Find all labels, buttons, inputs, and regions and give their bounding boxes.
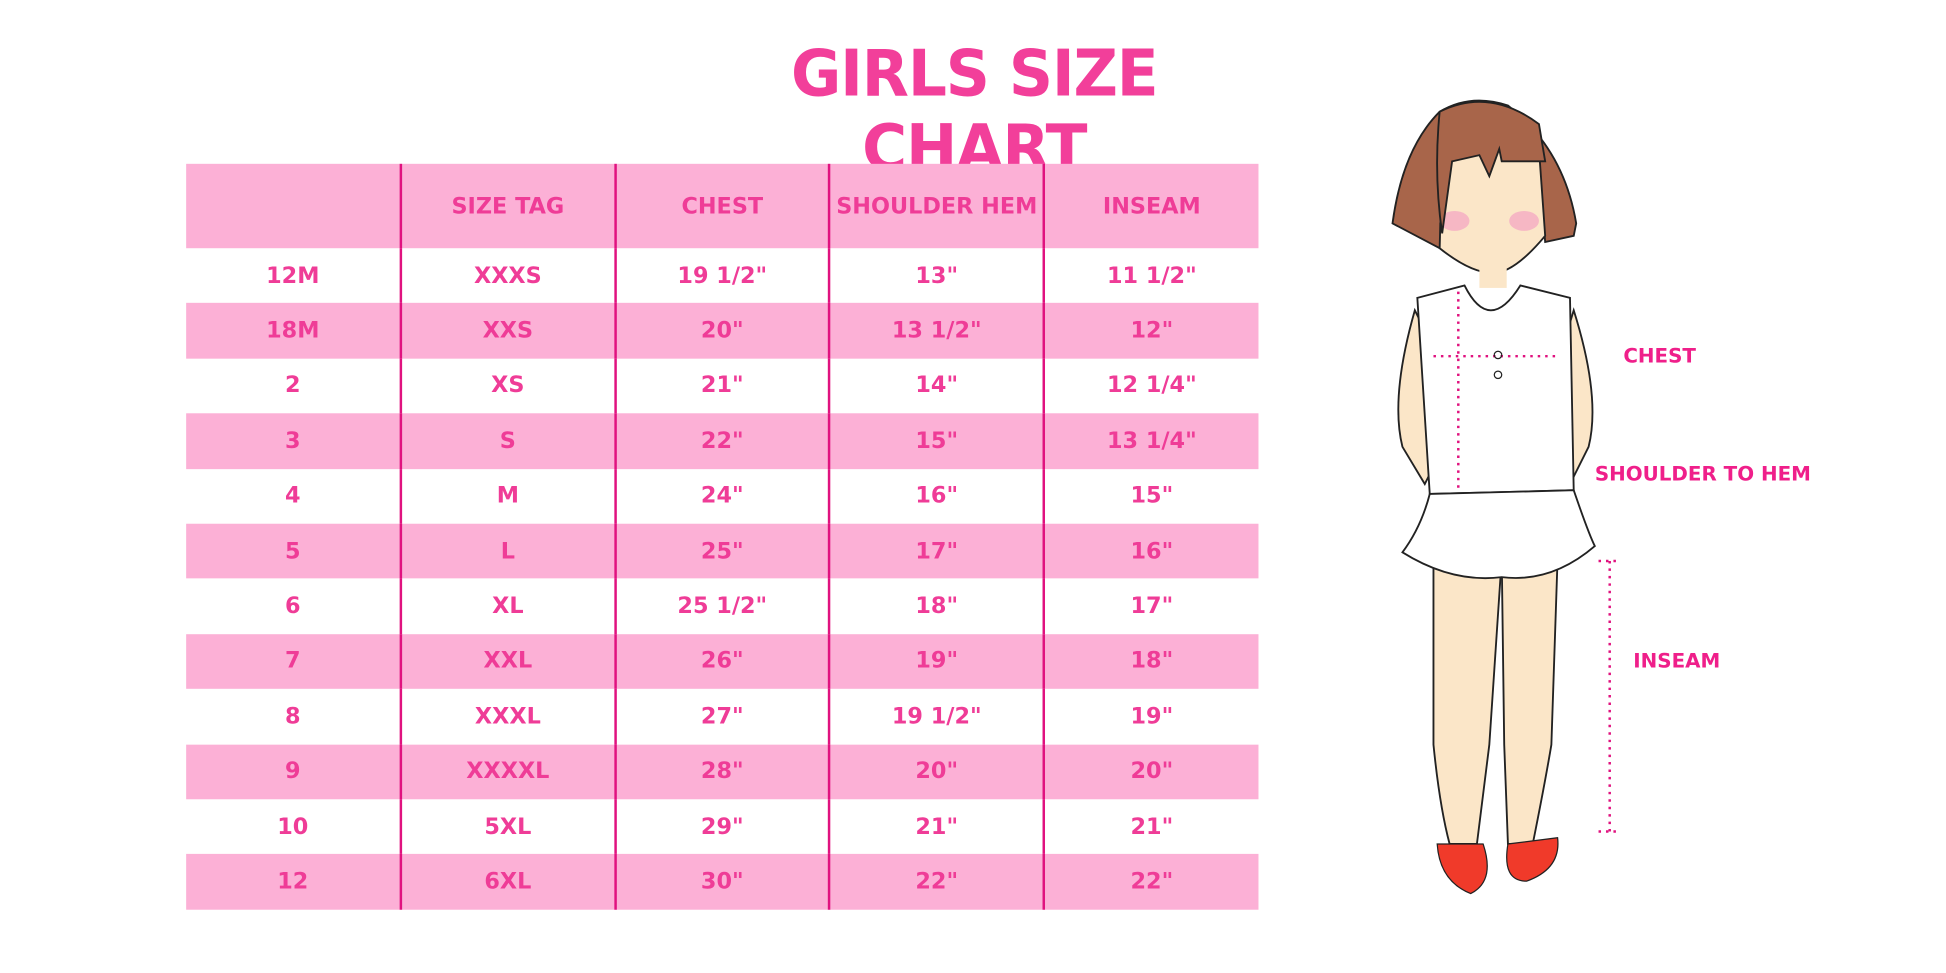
table-cell: XXXXL xyxy=(399,744,616,800)
table-cell: 15" xyxy=(1042,468,1259,524)
table-cell: XL xyxy=(399,578,616,634)
table-cell: 19 1/2" xyxy=(613,248,830,304)
table-cell: M xyxy=(399,468,616,524)
table-cell: 12M xyxy=(266,262,320,289)
table-cell: XS xyxy=(399,358,616,414)
table-row: 10 5XL 29" 21" 21" xyxy=(186,799,1259,855)
table-cell: 24" xyxy=(613,468,830,524)
table-cell: 17" xyxy=(828,523,1044,579)
table-header: SIZE TAG CHEST SHOULDER HEM INSEAM xyxy=(186,163,1259,249)
table-cell: 3 xyxy=(186,413,401,469)
page-title: GIRLS SIZE CHART xyxy=(791,37,1159,187)
table-cell: S xyxy=(399,413,616,469)
table-cell: 2 xyxy=(284,372,301,399)
table-cell: 14" xyxy=(828,358,1044,414)
table-cell: XXS xyxy=(399,303,616,359)
table-cell: 18M xyxy=(186,303,401,359)
table-cell: 6XL xyxy=(399,854,616,910)
table-row: 2 XS 21" 14" 12 1/4" xyxy=(186,358,1259,414)
shoulder-to-hem-label: SHOULDER TO HEM xyxy=(1594,461,1811,486)
table-cell: 28" xyxy=(613,744,830,800)
table-cell: 19 1/2" xyxy=(828,688,1044,745)
table-cell: 22" xyxy=(613,413,830,469)
table-row: 12 6XL 30" 22" 22" xyxy=(186,854,1259,910)
table-row: 8 XXXL 27" 19 1/2" 19" xyxy=(186,688,1259,745)
table-cell: 20" xyxy=(1042,744,1259,800)
table-row: 18M XXS 20" 13 1/2" 12" xyxy=(186,303,1259,359)
table-cell: XXL xyxy=(399,633,616,689)
table-cell: 12 xyxy=(186,854,401,910)
table-cell: 25" xyxy=(613,523,830,579)
table-cell: 16" xyxy=(1042,523,1259,579)
table-cell: 20" xyxy=(613,303,830,359)
table-cell: 11 1/2" xyxy=(1042,248,1259,304)
inseam-label: INSEAM xyxy=(1633,649,1721,673)
table-cell: 4 xyxy=(284,483,301,510)
column-header xyxy=(186,163,401,249)
table-cell: 12" xyxy=(1042,303,1259,359)
table-cell: 29" xyxy=(613,799,830,855)
table-cell: 9 xyxy=(186,744,401,800)
table-cell: 30" xyxy=(613,854,830,910)
table-cell: 6 xyxy=(284,593,301,620)
table-cell: 22" xyxy=(1042,854,1259,910)
table-row: 7 XXL 26" 19" 18" xyxy=(186,633,1259,689)
girl-illustration xyxy=(1391,99,1620,895)
table-row: 3 S 22" 15" 13 1/4" xyxy=(186,413,1259,469)
table-row: 6 XL 25 1/2" 18" 17" xyxy=(186,578,1259,634)
table-cell: 5XL xyxy=(399,799,616,855)
table-cell: 13 1/4" xyxy=(1042,413,1259,469)
table-cell: 10 xyxy=(277,813,309,840)
table-cell: 7 xyxy=(186,633,401,689)
table-cell: 21" xyxy=(1042,799,1259,855)
table-cell: 27" xyxy=(613,688,830,745)
table-cell: 26" xyxy=(613,633,830,689)
table-cell: 15" xyxy=(828,413,1044,469)
table-cell: 13 1/2" xyxy=(828,303,1044,359)
table-cell: XXXL xyxy=(399,688,616,745)
table-row: 12M XXXS 19 1/2" 13" 11 1/2" xyxy=(186,248,1259,304)
table-row: 5 L 25" 17" 16" xyxy=(186,523,1259,579)
table-cell: 13" xyxy=(828,248,1044,304)
table-cell: 22" xyxy=(828,854,1044,910)
size-table: SIZE TAG CHEST SHOULDER HEM INSEAM 12M XXXS 1… xyxy=(186,163,1259,910)
table-cell: L xyxy=(399,523,616,579)
table-cell: 21" xyxy=(828,799,1044,855)
column-header: SHOULDER HEM xyxy=(828,163,1044,249)
table-cell: 16" xyxy=(828,468,1044,524)
table-cell: 19" xyxy=(828,633,1044,689)
table-row: 9 XXXXL 28" 20" 20" xyxy=(186,744,1259,800)
table-cell: 20" xyxy=(828,744,1044,800)
table-cell: 18" xyxy=(828,578,1044,634)
table-cell: 25 1/2" xyxy=(613,578,830,634)
table-cell: 21" xyxy=(613,358,830,414)
column-header: INSEAM xyxy=(1042,163,1259,249)
table-cell: 12 1/4" xyxy=(1042,358,1259,414)
table-cell: 5 xyxy=(186,523,401,579)
column-header: CHEST xyxy=(613,163,830,249)
chest-label: CHEST xyxy=(1623,343,1696,368)
table-cell: 17" xyxy=(1042,578,1259,634)
table-cell: 18" xyxy=(1042,633,1259,689)
table-cell: XXXS xyxy=(399,248,616,304)
column-header: SIZE TAG xyxy=(399,163,616,249)
table-cell: 8 xyxy=(284,703,301,730)
table-cell: 19" xyxy=(1042,688,1259,745)
table-row: 4 M 24" 16" 15" xyxy=(186,468,1259,524)
